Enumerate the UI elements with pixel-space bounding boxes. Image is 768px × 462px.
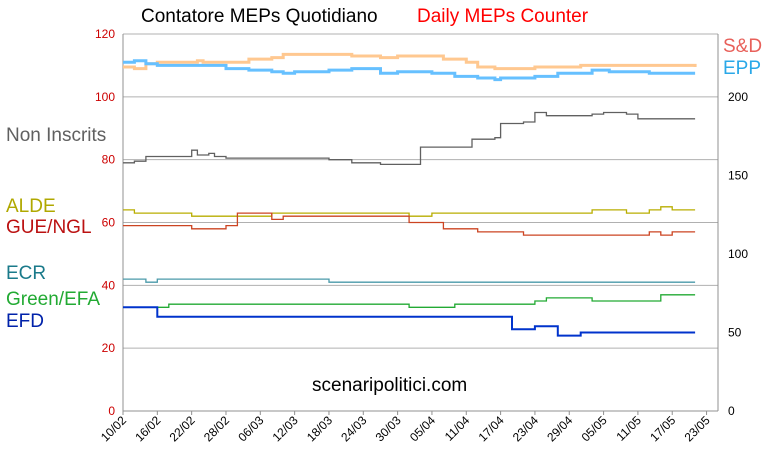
- x-tick-label-2: 22/02: [167, 413, 198, 444]
- legend-non-inscrits: Non Inscrits: [6, 125, 107, 146]
- series-line-epp: [123, 59, 696, 82]
- left-tick-label-3: 60: [102, 216, 116, 230]
- series-line-green-efa: [123, 294, 696, 308]
- right-tick-label-1: 50: [728, 325, 742, 339]
- series-line-gue-ngl: [123, 212, 696, 236]
- title-italian: Contatore MEPs Quotidiano: [141, 6, 378, 27]
- right-tick-label-3: 150: [728, 168, 748, 182]
- legend-alde: ALDE: [6, 196, 56, 217]
- x-tick-label-12: 23/04: [510, 413, 541, 444]
- series-line-s-d: [123, 52, 697, 71]
- legend-efd: EFD: [6, 311, 44, 332]
- x-tick-label-9: 05/04: [407, 413, 438, 444]
- series-line-non-inscrits: [123, 111, 696, 166]
- left-tick-label-0: 0: [108, 404, 115, 418]
- series-line-ecr: [123, 278, 696, 283]
- right-tick-label-0: 0: [728, 404, 735, 418]
- series-lines: [123, 52, 697, 337]
- x-tick-label-11: 17/04: [476, 413, 507, 444]
- series-line-efd: [123, 306, 696, 337]
- x-tick-label-10: 11/04: [442, 413, 473, 444]
- left-tick-label-2: 40: [102, 278, 116, 292]
- right-axis-ticks: 0 50 100 150 200: [728, 90, 748, 418]
- x-tick-label-3: 28/02: [201, 413, 232, 444]
- legend-sd: S&D: [723, 36, 763, 57]
- legend-ecr: ECR: [6, 263, 47, 284]
- x-tick-label-15: 11/05: [614, 413, 645, 444]
- title-english: Daily MEPs Counter: [417, 6, 589, 27]
- left-tick-label-5: 100: [95, 90, 115, 104]
- left-tick-label-4: 80: [102, 153, 116, 167]
- x-tick-label-8: 30/03: [373, 413, 404, 444]
- x-tick-label-5: 12/03: [270, 413, 301, 444]
- x-axis-ticks: 10/02 16/02 22/02 28/02 06/03 12/03 18/03 24/03…: [98, 411, 713, 444]
- right-tick-label-4: 200: [728, 90, 748, 104]
- series-line-alde: [123, 206, 696, 217]
- right-tick-label-2: 100: [728, 247, 748, 261]
- legend-gue-ngl: GUE/NGL: [6, 217, 92, 238]
- legend-green-efa: Green/EFA: [6, 289, 100, 310]
- x-tick-label-13: 29/04: [544, 413, 575, 444]
- legend-epp: EPP: [723, 58, 762, 79]
- x-tick-label-16: 17/05: [647, 413, 678, 444]
- x-tick-label-6: 18/03: [304, 413, 335, 444]
- x-tick-label-0: 10/02: [98, 413, 129, 444]
- x-tick-label-14: 05/05: [579, 413, 610, 444]
- x-tick-label-1: 16/02: [132, 413, 163, 444]
- axes: [122, 34, 719, 412]
- left-axis-ticks: 0 20 40 60 80 100 120: [95, 27, 115, 418]
- x-tick-label-7: 24/03: [338, 413, 369, 444]
- x-tick-label-17: 23/05: [682, 413, 713, 444]
- left-tick-label-6: 120: [95, 27, 115, 41]
- left-tick-label-1: 20: [102, 341, 116, 355]
- x-tick-label-4: 06/03: [235, 413, 266, 444]
- watermark: scenaripolitici.com: [312, 375, 468, 396]
